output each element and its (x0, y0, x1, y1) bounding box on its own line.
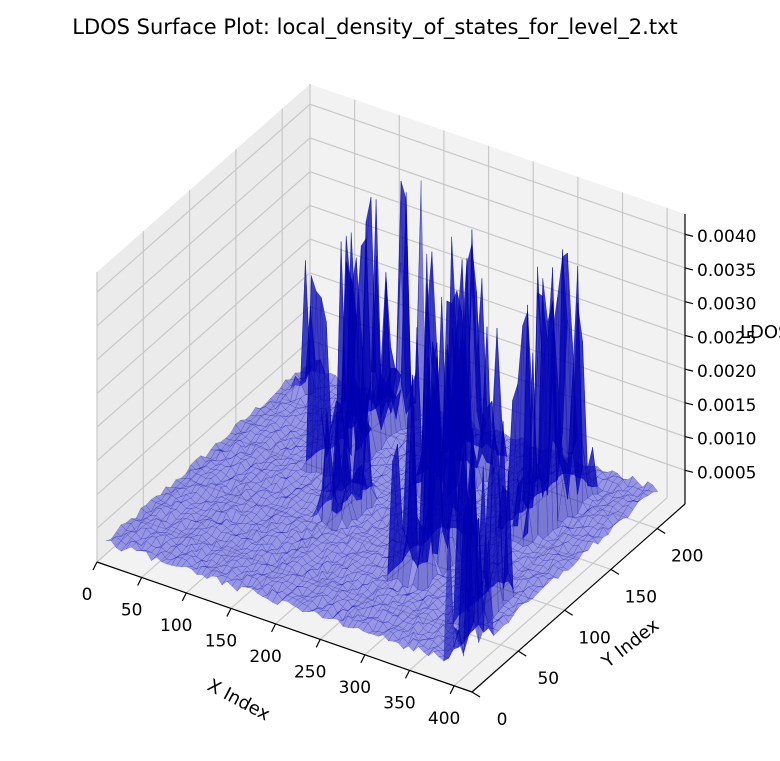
y-tick-label: 100 (578, 628, 610, 648)
y-tick (611, 569, 619, 574)
x-tick-label: 350 (383, 693, 415, 713)
x-tick (93, 562, 97, 570)
x-tick-label: 0 (82, 585, 93, 605)
y-tick (565, 610, 573, 615)
x-tick-label: 300 (339, 678, 371, 698)
x-tick (361, 655, 365, 663)
y-tick (657, 529, 665, 534)
x-tick (182, 593, 186, 601)
x-tick-label: 200 (249, 647, 281, 667)
chart-title: LDOS Surface Plot: local_density_of_stat… (72, 15, 677, 40)
z-tick-label: 0.0015 (697, 396, 756, 416)
z-tick-label: 0.0020 (697, 362, 756, 382)
z-tick (685, 437, 693, 439)
z-tick (685, 369, 693, 371)
x-tick (138, 577, 142, 585)
z-tick (685, 234, 693, 236)
z-tick-label: 0.0035 (697, 261, 756, 281)
y-tick-label: 150 (625, 587, 657, 607)
y-tick (472, 692, 480, 697)
x-tick (272, 624, 276, 632)
z-tick (685, 335, 693, 337)
y-tick (518, 651, 526, 656)
x-tick (227, 608, 231, 616)
x-tick-label: 250 (294, 662, 326, 682)
y-tick-label: 200 (671, 547, 703, 567)
z-tick-label: 0.0030 (697, 295, 756, 315)
y-tick-label: 50 (537, 669, 559, 689)
z-tick-label: 0.0040 (697, 227, 756, 247)
z-tick-label: 0.0010 (697, 430, 756, 450)
x-tick (406, 670, 410, 678)
z-tick-label: 0.0005 (697, 463, 756, 483)
z-tick (685, 470, 693, 472)
x-tick-label: 50 (121, 600, 143, 620)
x-tick-label: 150 (205, 631, 237, 651)
y-tick-label: 0 (497, 710, 508, 730)
z-axis-label: LDOS (740, 322, 780, 343)
x-tick (450, 686, 454, 694)
z-tick (685, 302, 693, 304)
z-tick (685, 403, 693, 405)
z-tick (685, 268, 693, 270)
x-axis-label: X Index (204, 675, 274, 725)
x-tick (316, 639, 320, 647)
x-tick-label: 400 (428, 709, 460, 729)
x-tick-label: 100 (160, 616, 192, 636)
